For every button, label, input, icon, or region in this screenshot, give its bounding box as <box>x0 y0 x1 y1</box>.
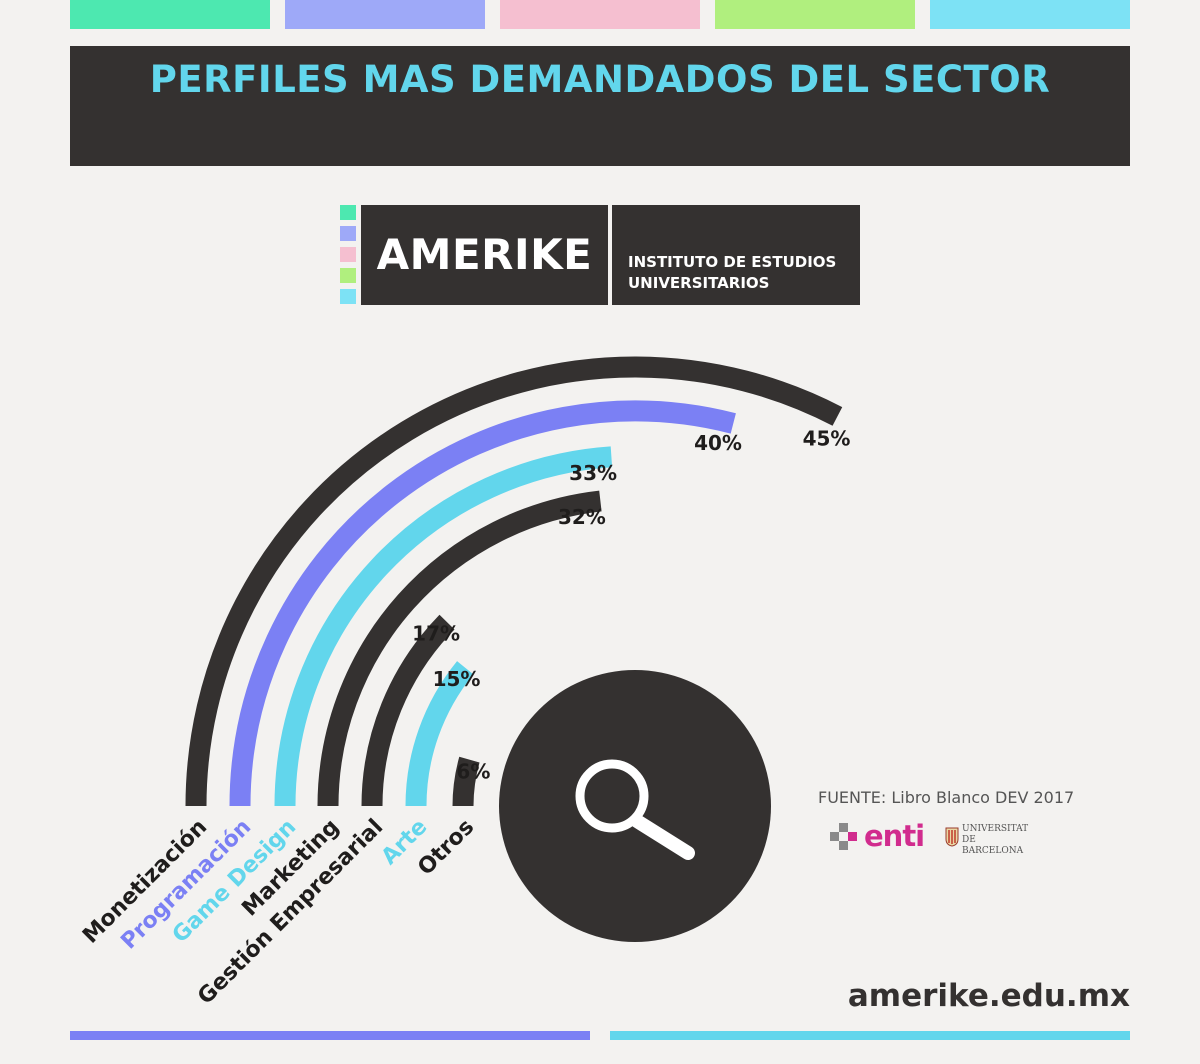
value-labels: 45% 40% 33% 32% 17% 15% 6% <box>412 427 850 784</box>
title-banner: PERFILES MAS DEMANDADOS DEL SECTOR <box>70 46 1130 166</box>
arc-bar <box>317 490 602 807</box>
value-label: 32% <box>558 505 606 529</box>
top-color-bars <box>70 0 1200 29</box>
bottom-line-cyan <box>610 1031 1130 1040</box>
logo-subtitle-line1: INSTITUTO DE ESTUDIOS <box>628 253 837 271</box>
value-label: 6% <box>456 759 490 783</box>
enti-logo: enti <box>864 819 925 853</box>
logo-square-green <box>340 205 356 220</box>
logo-square-pink <box>340 247 356 262</box>
top-bar-violet <box>285 0 485 29</box>
top-bar-cyan <box>930 0 1130 29</box>
arc-bar <box>452 756 480 807</box>
magnifier-icon <box>575 759 695 860</box>
source-note: FUENTE: Libro Blanco DEV 2017 <box>818 788 1075 807</box>
value-label: 33% <box>569 461 617 485</box>
logo-subtitle-line2: UNIVERSITARIOS <box>628 274 770 292</box>
arc-bar <box>185 356 843 807</box>
ub-line2: BARCELONA <box>962 846 1024 856</box>
value-label: 15% <box>433 667 481 691</box>
top-bar-green <box>70 0 270 29</box>
logo-subtitle: INSTITUTO DE ESTUDIOS UNIVERSITARIOS <box>612 205 860 305</box>
website-url[interactable]: amerike.edu.mx <box>847 978 1130 1014</box>
center-circle <box>499 670 771 942</box>
ub-line1: UNIVERSITAT DE <box>962 824 1029 845</box>
top-bar-pink <box>500 0 700 29</box>
arc-bar <box>274 446 613 807</box>
arc-bar <box>361 614 455 807</box>
logo-square-lime <box>340 268 356 283</box>
value-label: 40% <box>694 431 742 455</box>
value-label: 45% <box>803 427 851 451</box>
bottom-line-violet <box>70 1031 590 1040</box>
partner-logos: enti UNIVERSITAT DE BARCELONA <box>830 818 1040 858</box>
top-bar-lime <box>715 0 915 29</box>
logo-square-cyan <box>340 289 356 304</box>
logo-square-violet <box>340 226 356 241</box>
chart-arcs <box>185 356 843 807</box>
page-title: PERFILES MAS DEMANDADOS DEL SECTOR <box>149 58 1051 101</box>
arc-bar <box>229 400 736 807</box>
enti-logo-mark-icon <box>830 823 857 850</box>
value-label: 17% <box>412 622 460 646</box>
logo-name: AMERIKE <box>361 205 608 305</box>
ub-shield-icon <box>945 827 959 847</box>
arc-bar <box>405 661 474 807</box>
universitat-barcelona-logo: UNIVERSITAT DE BARCELONA <box>962 824 1042 857</box>
